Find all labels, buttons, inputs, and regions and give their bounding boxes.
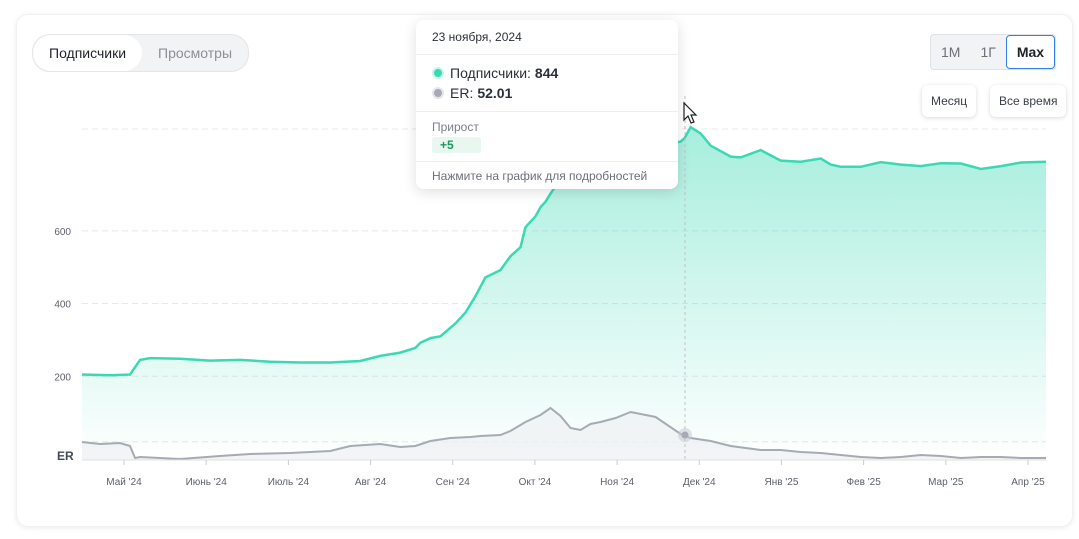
x-tick-label: Авг '24 bbox=[355, 477, 387, 488]
er-hover-dot bbox=[681, 431, 689, 439]
x-axis-ticks: Май '24 Июнь '24 Июль '24 Авг '24 Сен '24 Окт… bbox=[106, 460, 1045, 488]
tooltip-growth-label: Прирост bbox=[432, 120, 479, 134]
x-tick-label: Июль '24 bbox=[268, 477, 310, 488]
range-switch: 1M 1Г Max bbox=[930, 34, 1057, 70]
range-1y-button[interactable]: 1Г bbox=[980, 44, 996, 60]
tab-views[interactable]: Просмотры bbox=[158, 45, 233, 61]
x-tick-label: Дек '24 bbox=[683, 477, 716, 488]
x-tick-label: Мар '25 bbox=[928, 477, 964, 488]
y-tick-label: 200 bbox=[54, 372, 71, 383]
metric-switch: Подписчики Просмотры bbox=[32, 34, 250, 72]
tooltip-subscribers-label: Подписчики: bbox=[450, 65, 531, 81]
tooltip-growth: Прирост +5 bbox=[416, 112, 678, 162]
range-max-button[interactable]: Max bbox=[1005, 35, 1056, 69]
x-tick-label: Сен '24 bbox=[436, 477, 471, 488]
tooltip-subscribers-row: Подписчики: 844 bbox=[432, 63, 662, 83]
all-time-hint: Все время bbox=[990, 85, 1067, 117]
x-tick-label: Фев '25 bbox=[846, 477, 881, 488]
tooltip-values: Подписчики: 844 ER: 52.01 bbox=[416, 55, 678, 112]
tooltip-er-row: ER: 52.01 bbox=[432, 83, 662, 103]
mouse-cursor-icon bbox=[683, 101, 698, 124]
y-axis-ticks: 600 400 200 bbox=[54, 227, 71, 383]
x-tick-label: Окт '24 bbox=[519, 477, 552, 488]
tooltip-er-value: 52.01 bbox=[477, 85, 513, 101]
subscribers-area bbox=[82, 127, 1046, 449]
y-tick-label: 400 bbox=[54, 300, 71, 311]
x-tick-label: Апр '25 bbox=[1011, 477, 1045, 488]
x-tick-label: Май '24 bbox=[106, 477, 142, 488]
tooltip-footer: Нажмите на график для подробностей bbox=[432, 169, 648, 183]
x-tick-label: Янв '25 bbox=[765, 477, 799, 488]
tooltip-date: 23 ноября, 2024 bbox=[416, 20, 678, 55]
range-1m-button[interactable]: 1M bbox=[941, 44, 961, 60]
x-tick-label: Ноя '24 bbox=[600, 477, 634, 488]
x-tick-label: Июнь '24 bbox=[186, 477, 228, 488]
tooltip-er-label: ER: bbox=[450, 85, 474, 101]
subscribers-dot-icon bbox=[432, 67, 444, 79]
er-dot-icon bbox=[432, 87, 444, 99]
tab-subscribers[interactable]: Подписчики bbox=[33, 35, 143, 71]
chart-tooltip: 23 ноября, 2024 Подписчики: 844 ER: 52.0… bbox=[416, 20, 678, 189]
er-axis-label: ER bbox=[57, 449, 74, 463]
month-hint: Месяц bbox=[922, 85, 977, 117]
tooltip-growth-badge: +5 bbox=[432, 137, 481, 153]
tooltip-subscribers-value: 844 bbox=[534, 65, 559, 81]
y-tick-label: 600 bbox=[54, 227, 71, 238]
er-line bbox=[81, 406, 1046, 461]
er-area bbox=[82, 408, 1046, 460]
